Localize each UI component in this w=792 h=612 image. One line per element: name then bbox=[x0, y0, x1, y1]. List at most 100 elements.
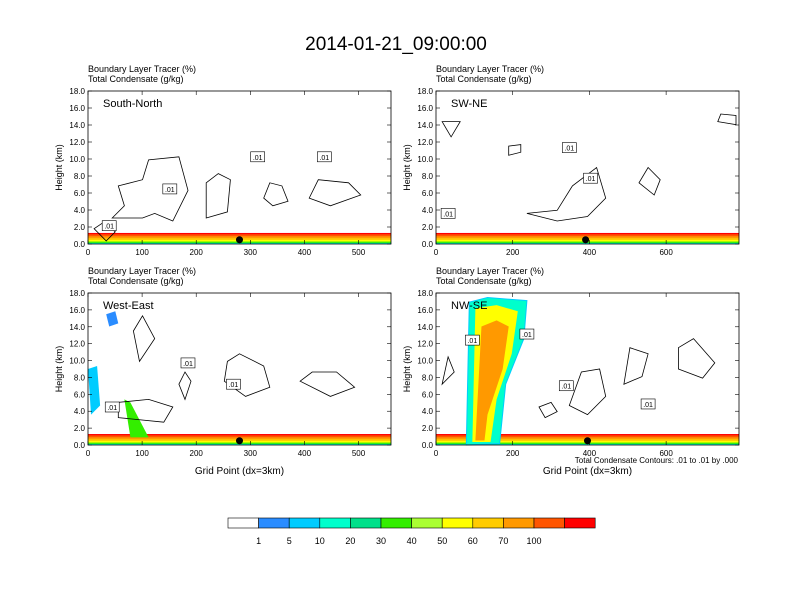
colorbar-cell bbox=[441, 517, 474, 529]
tracer-patch-mid bbox=[124, 399, 149, 438]
y-tick-label: 14.0 bbox=[69, 323, 85, 332]
y-tick-label: 12.0 bbox=[417, 340, 433, 349]
condensate-contour-2 bbox=[299, 371, 356, 397]
y-tick-label: 16.0 bbox=[69, 306, 85, 315]
contour-label: .01 bbox=[564, 146, 574, 153]
contour-label-box bbox=[440, 208, 456, 219]
y-tick-label: 0.0 bbox=[422, 441, 434, 450]
location-marker bbox=[582, 236, 590, 244]
contour-label-box bbox=[465, 334, 480, 346]
contour-label-box bbox=[558, 380, 574, 392]
colorbar-cell bbox=[350, 517, 382, 529]
condensate-contour-2 bbox=[508, 144, 522, 156]
y-tick-label: 12.0 bbox=[69, 138, 85, 147]
colorbar-label: 40 bbox=[407, 536, 417, 546]
colorbar-cell bbox=[472, 517, 504, 529]
contour-label: .01 bbox=[561, 384, 571, 391]
y-tick-label: 10.0 bbox=[417, 357, 433, 366]
panel-subtitle-condensate: Total Condensate (g/kg) bbox=[436, 74, 532, 84]
location-marker bbox=[584, 437, 591, 445]
y-tick-label: 10.0 bbox=[69, 357, 85, 366]
colorbar-label: 70 bbox=[498, 536, 508, 546]
condensate-contour-0 bbox=[568, 368, 607, 416]
condensate-contour-1 bbox=[623, 347, 649, 385]
y-tick-label: 0.0 bbox=[74, 441, 86, 450]
footnote: Total Condensate Contours: .01 to .01 by… bbox=[575, 456, 739, 465]
contour-label: .01 bbox=[522, 332, 532, 339]
condensate-contour-4 bbox=[441, 355, 455, 386]
y-axis-label: Height (km) bbox=[54, 346, 64, 393]
contour-label-box bbox=[583, 172, 598, 184]
x-tick-label: 200 bbox=[506, 449, 520, 458]
condensate-contour-4 bbox=[132, 314, 156, 363]
y-tick-label: 14.0 bbox=[417, 121, 433, 130]
x-tick-label: 0 bbox=[434, 449, 439, 458]
y-tick-label: 18.0 bbox=[417, 87, 433, 96]
x-tick-label: 500 bbox=[352, 449, 366, 458]
y-tick-label: 0.0 bbox=[74, 240, 86, 249]
contour-label-box bbox=[519, 328, 535, 340]
x-tick-label: 100 bbox=[135, 248, 149, 257]
x-axis-label: Grid Point (dx=3km) bbox=[195, 466, 284, 477]
panel-top-left: Boundary Layer Tracer (%)Total Condensat… bbox=[54, 64, 392, 257]
colorbar-label: 20 bbox=[345, 536, 355, 546]
x-tick-label: 300 bbox=[244, 449, 258, 458]
tracer-band-5 bbox=[436, 241, 739, 244]
y-tick-label: 6.0 bbox=[422, 390, 434, 399]
contour-label: .01 bbox=[165, 187, 175, 194]
y-tick-label: 2.0 bbox=[74, 424, 86, 433]
location-marker bbox=[236, 437, 243, 445]
tracer-patch-upper bbox=[106, 311, 119, 327]
colorbar-label: 10 bbox=[315, 536, 325, 546]
condensate-contour-3 bbox=[717, 113, 737, 126]
contour-label: .01 bbox=[586, 176, 596, 183]
contour-label: .01 bbox=[253, 155, 263, 162]
colorbar-cell bbox=[533, 517, 565, 529]
main-title: 2014-01-21_09:00:00 bbox=[305, 34, 487, 55]
contour-label-box bbox=[250, 151, 265, 163]
y-tick-label: 18.0 bbox=[417, 289, 433, 298]
y-tick-label: 14.0 bbox=[69, 121, 85, 130]
panel-bottom-right: Boundary Layer Tracer (%)Total Condensat… bbox=[402, 266, 740, 477]
x-tick-label: 300 bbox=[244, 248, 258, 257]
x-tick-label: 400 bbox=[298, 449, 312, 458]
condensate-contour-0 bbox=[111, 156, 189, 222]
x-tick-label: 200 bbox=[190, 248, 204, 257]
panel-subtitle-condensate: Total Condensate (g/kg) bbox=[436, 276, 532, 286]
panel-subtitle-tracer: Boundary Layer Tracer (%) bbox=[88, 64, 196, 74]
panel-name: NW-SE bbox=[451, 300, 487, 312]
y-tick-label: 4.0 bbox=[422, 206, 434, 215]
colorbar-label: 1 bbox=[256, 536, 261, 546]
colorbar-label: 100 bbox=[526, 536, 541, 546]
panel-bottom-left: Boundary Layer Tracer (%)Total Condensat… bbox=[54, 266, 392, 477]
contour-label-box bbox=[317, 151, 332, 163]
condensate-contour-2 bbox=[678, 338, 716, 379]
contour-label-box bbox=[180, 357, 196, 369]
y-axis-label: Height (km) bbox=[54, 144, 64, 191]
contour-label-box bbox=[162, 183, 178, 195]
colorbar-cell bbox=[564, 517, 596, 529]
plot-frame bbox=[435, 292, 740, 446]
y-tick-label: 10.0 bbox=[69, 155, 85, 164]
y-tick-label: 2.0 bbox=[422, 223, 434, 232]
contour-label-box bbox=[104, 401, 120, 413]
x-tick-label: 200 bbox=[190, 449, 204, 458]
y-tick-label: 12.0 bbox=[69, 340, 85, 349]
condensate-contour-4 bbox=[441, 121, 461, 138]
contour-label-box bbox=[640, 398, 656, 410]
y-tick-label: 10.0 bbox=[417, 155, 433, 164]
y-tick-label: 2.0 bbox=[422, 424, 434, 433]
y-tick-label: 16.0 bbox=[417, 306, 433, 315]
condensate-contour-3 bbox=[308, 179, 362, 207]
location-marker bbox=[236, 236, 243, 244]
x-tick-label: 400 bbox=[583, 248, 597, 257]
condensate-contour-1 bbox=[205, 173, 231, 219]
condensate-contour-0 bbox=[526, 166, 607, 222]
y-tick-label: 16.0 bbox=[69, 104, 85, 113]
condensate-contour-2 bbox=[263, 182, 289, 207]
y-tick-label: 4.0 bbox=[422, 407, 434, 416]
y-tick-label: 4.0 bbox=[74, 407, 86, 416]
y-tick-label: 6.0 bbox=[74, 189, 86, 198]
tracer-band-6 bbox=[88, 242, 391, 244]
y-axis-label: Height (km) bbox=[402, 144, 412, 191]
